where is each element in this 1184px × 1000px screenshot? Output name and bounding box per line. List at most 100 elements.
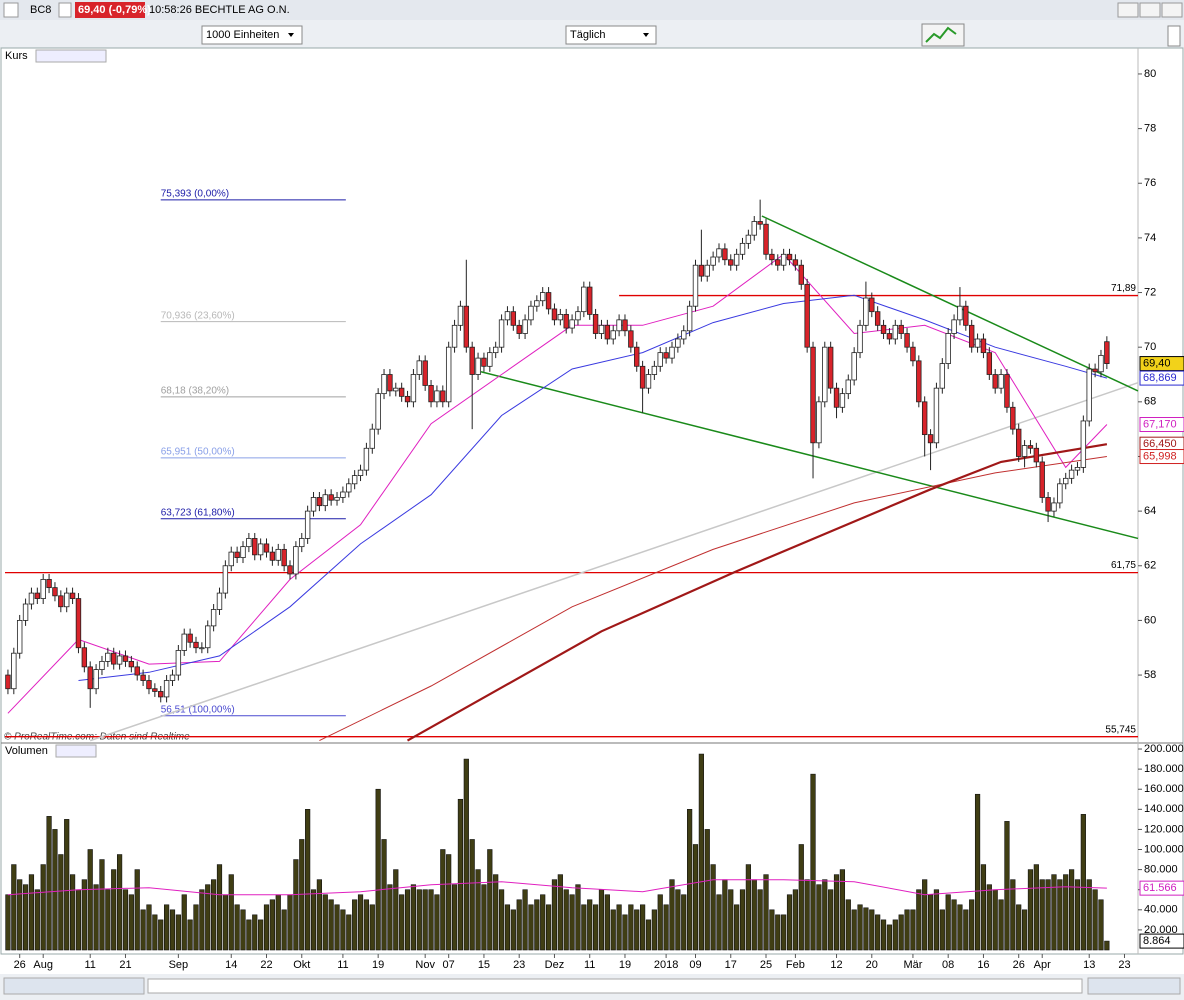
candle-body bbox=[1063, 477, 1069, 485]
candle-body bbox=[140, 674, 146, 681]
volume-bar bbox=[551, 879, 558, 951]
x-tick-label: 25 bbox=[760, 959, 772, 971]
volume-bar bbox=[269, 899, 275, 951]
volume-bar bbox=[528, 904, 534, 951]
candle-body bbox=[334, 497, 340, 501]
candle-body bbox=[328, 494, 334, 501]
minimize[interactable] bbox=[1117, 2, 1139, 18]
candle-body bbox=[898, 324, 904, 334]
candle-body bbox=[205, 625, 211, 649]
candle-body bbox=[534, 300, 540, 307]
volume-bar bbox=[898, 914, 904, 951]
x-tick-label: 11 bbox=[337, 959, 348, 971]
nav-tools[interactable] bbox=[3, 977, 145, 995]
price-marker-label: 8.864 bbox=[1143, 935, 1171, 947]
volume-bar bbox=[810, 773, 816, 951]
panel-title: Kurs bbox=[5, 50, 28, 62]
panel-tools[interactable] bbox=[55, 744, 97, 758]
candle-body bbox=[193, 641, 199, 649]
volume-bar bbox=[164, 904, 170, 951]
volume-bar bbox=[704, 829, 710, 951]
candle-body bbox=[780, 253, 787, 266]
volume-bar bbox=[140, 909, 146, 951]
volume-bar bbox=[1104, 940, 1110, 951]
chart-icon bbox=[925, 26, 957, 43]
volume-bar bbox=[986, 884, 992, 951]
volume-bar bbox=[205, 884, 211, 951]
volume-bar bbox=[610, 909, 616, 951]
price-marker bbox=[1139, 356, 1184, 372]
candle-body bbox=[1010, 406, 1016, 430]
volume-bar bbox=[540, 894, 546, 951]
side-button[interactable] bbox=[1167, 25, 1181, 47]
price-marker bbox=[1139, 880, 1184, 896]
candle-body bbox=[481, 357, 487, 367]
volume-bar bbox=[828, 889, 834, 951]
units-dropdown[interactable] bbox=[201, 25, 303, 45]
volume-bar bbox=[933, 889, 940, 951]
candle-body bbox=[1016, 428, 1022, 457]
candle-body bbox=[134, 666, 140, 676]
candle-body bbox=[322, 494, 328, 507]
x-tick-label: 11 bbox=[84, 959, 95, 971]
volume-bar bbox=[598, 889, 605, 951]
scrollbar[interactable] bbox=[147, 978, 1083, 994]
volume-bar bbox=[622, 914, 628, 951]
volume-bar bbox=[328, 899, 334, 951]
y-tick-label: 100.000 bbox=[1144, 843, 1184, 855]
candle-body bbox=[64, 592, 70, 608]
candle-body bbox=[827, 346, 834, 389]
x-tick-label: Mär bbox=[903, 959, 922, 971]
x-tick-label: 20 bbox=[866, 959, 878, 971]
candle-body bbox=[851, 352, 857, 381]
volume-bar bbox=[216, 864, 223, 951]
panel-tools[interactable] bbox=[35, 49, 107, 63]
close[interactable] bbox=[1161, 2, 1183, 18]
x-tick-label: 13 bbox=[1083, 959, 1095, 971]
volume-bar bbox=[916, 889, 922, 951]
volume-bar bbox=[957, 904, 963, 951]
candle-body bbox=[75, 598, 82, 649]
horizontal-line-label: 55,745 bbox=[1105, 724, 1136, 735]
candle-body bbox=[5, 674, 11, 690]
price-marker-label: 66,450 bbox=[1143, 438, 1177, 450]
candle-body bbox=[604, 324, 611, 340]
candle-body bbox=[246, 538, 252, 548]
moving-average bbox=[319, 456, 1107, 742]
volume-bar bbox=[657, 894, 663, 951]
candle-body bbox=[1021, 445, 1028, 457]
volume-bar bbox=[845, 899, 851, 951]
candle-body bbox=[469, 346, 475, 375]
y-tick-label: 76 bbox=[1144, 177, 1156, 189]
volume-bar bbox=[839, 869, 846, 951]
volume-bar bbox=[75, 889, 82, 951]
candle-body bbox=[692, 264, 699, 307]
x-tick-label: 26 bbox=[1013, 959, 1025, 971]
x-tick-label: 09 bbox=[689, 959, 701, 971]
candle-body bbox=[921, 401, 928, 436]
candle-body bbox=[916, 360, 922, 403]
zoom-tools[interactable] bbox=[1087, 977, 1181, 995]
x-tick-label: 23 bbox=[1118, 959, 1130, 971]
volume-bar bbox=[487, 849, 493, 951]
maximize[interactable] bbox=[1139, 2, 1161, 18]
panel-title: Volumen bbox=[5, 745, 48, 757]
volume-bar bbox=[422, 889, 428, 951]
volume-bar bbox=[698, 753, 704, 951]
period-dropdown[interactable] bbox=[565, 25, 657, 45]
icon bbox=[58, 2, 72, 18]
candle-body bbox=[1086, 368, 1092, 422]
volume-bar bbox=[105, 889, 111, 951]
volume-bar bbox=[410, 884, 417, 951]
candle-body bbox=[833, 387, 840, 408]
volume-bar bbox=[645, 919, 652, 951]
price-marker bbox=[1139, 449, 1184, 465]
price-marker-label: 69,40 bbox=[1143, 357, 1171, 369]
volume-bar bbox=[310, 889, 317, 951]
candle-body bbox=[111, 652, 117, 665]
candle-body bbox=[757, 221, 763, 225]
volume-bar bbox=[5, 894, 11, 951]
volume-bar bbox=[222, 894, 228, 951]
candle-body bbox=[234, 551, 240, 558]
